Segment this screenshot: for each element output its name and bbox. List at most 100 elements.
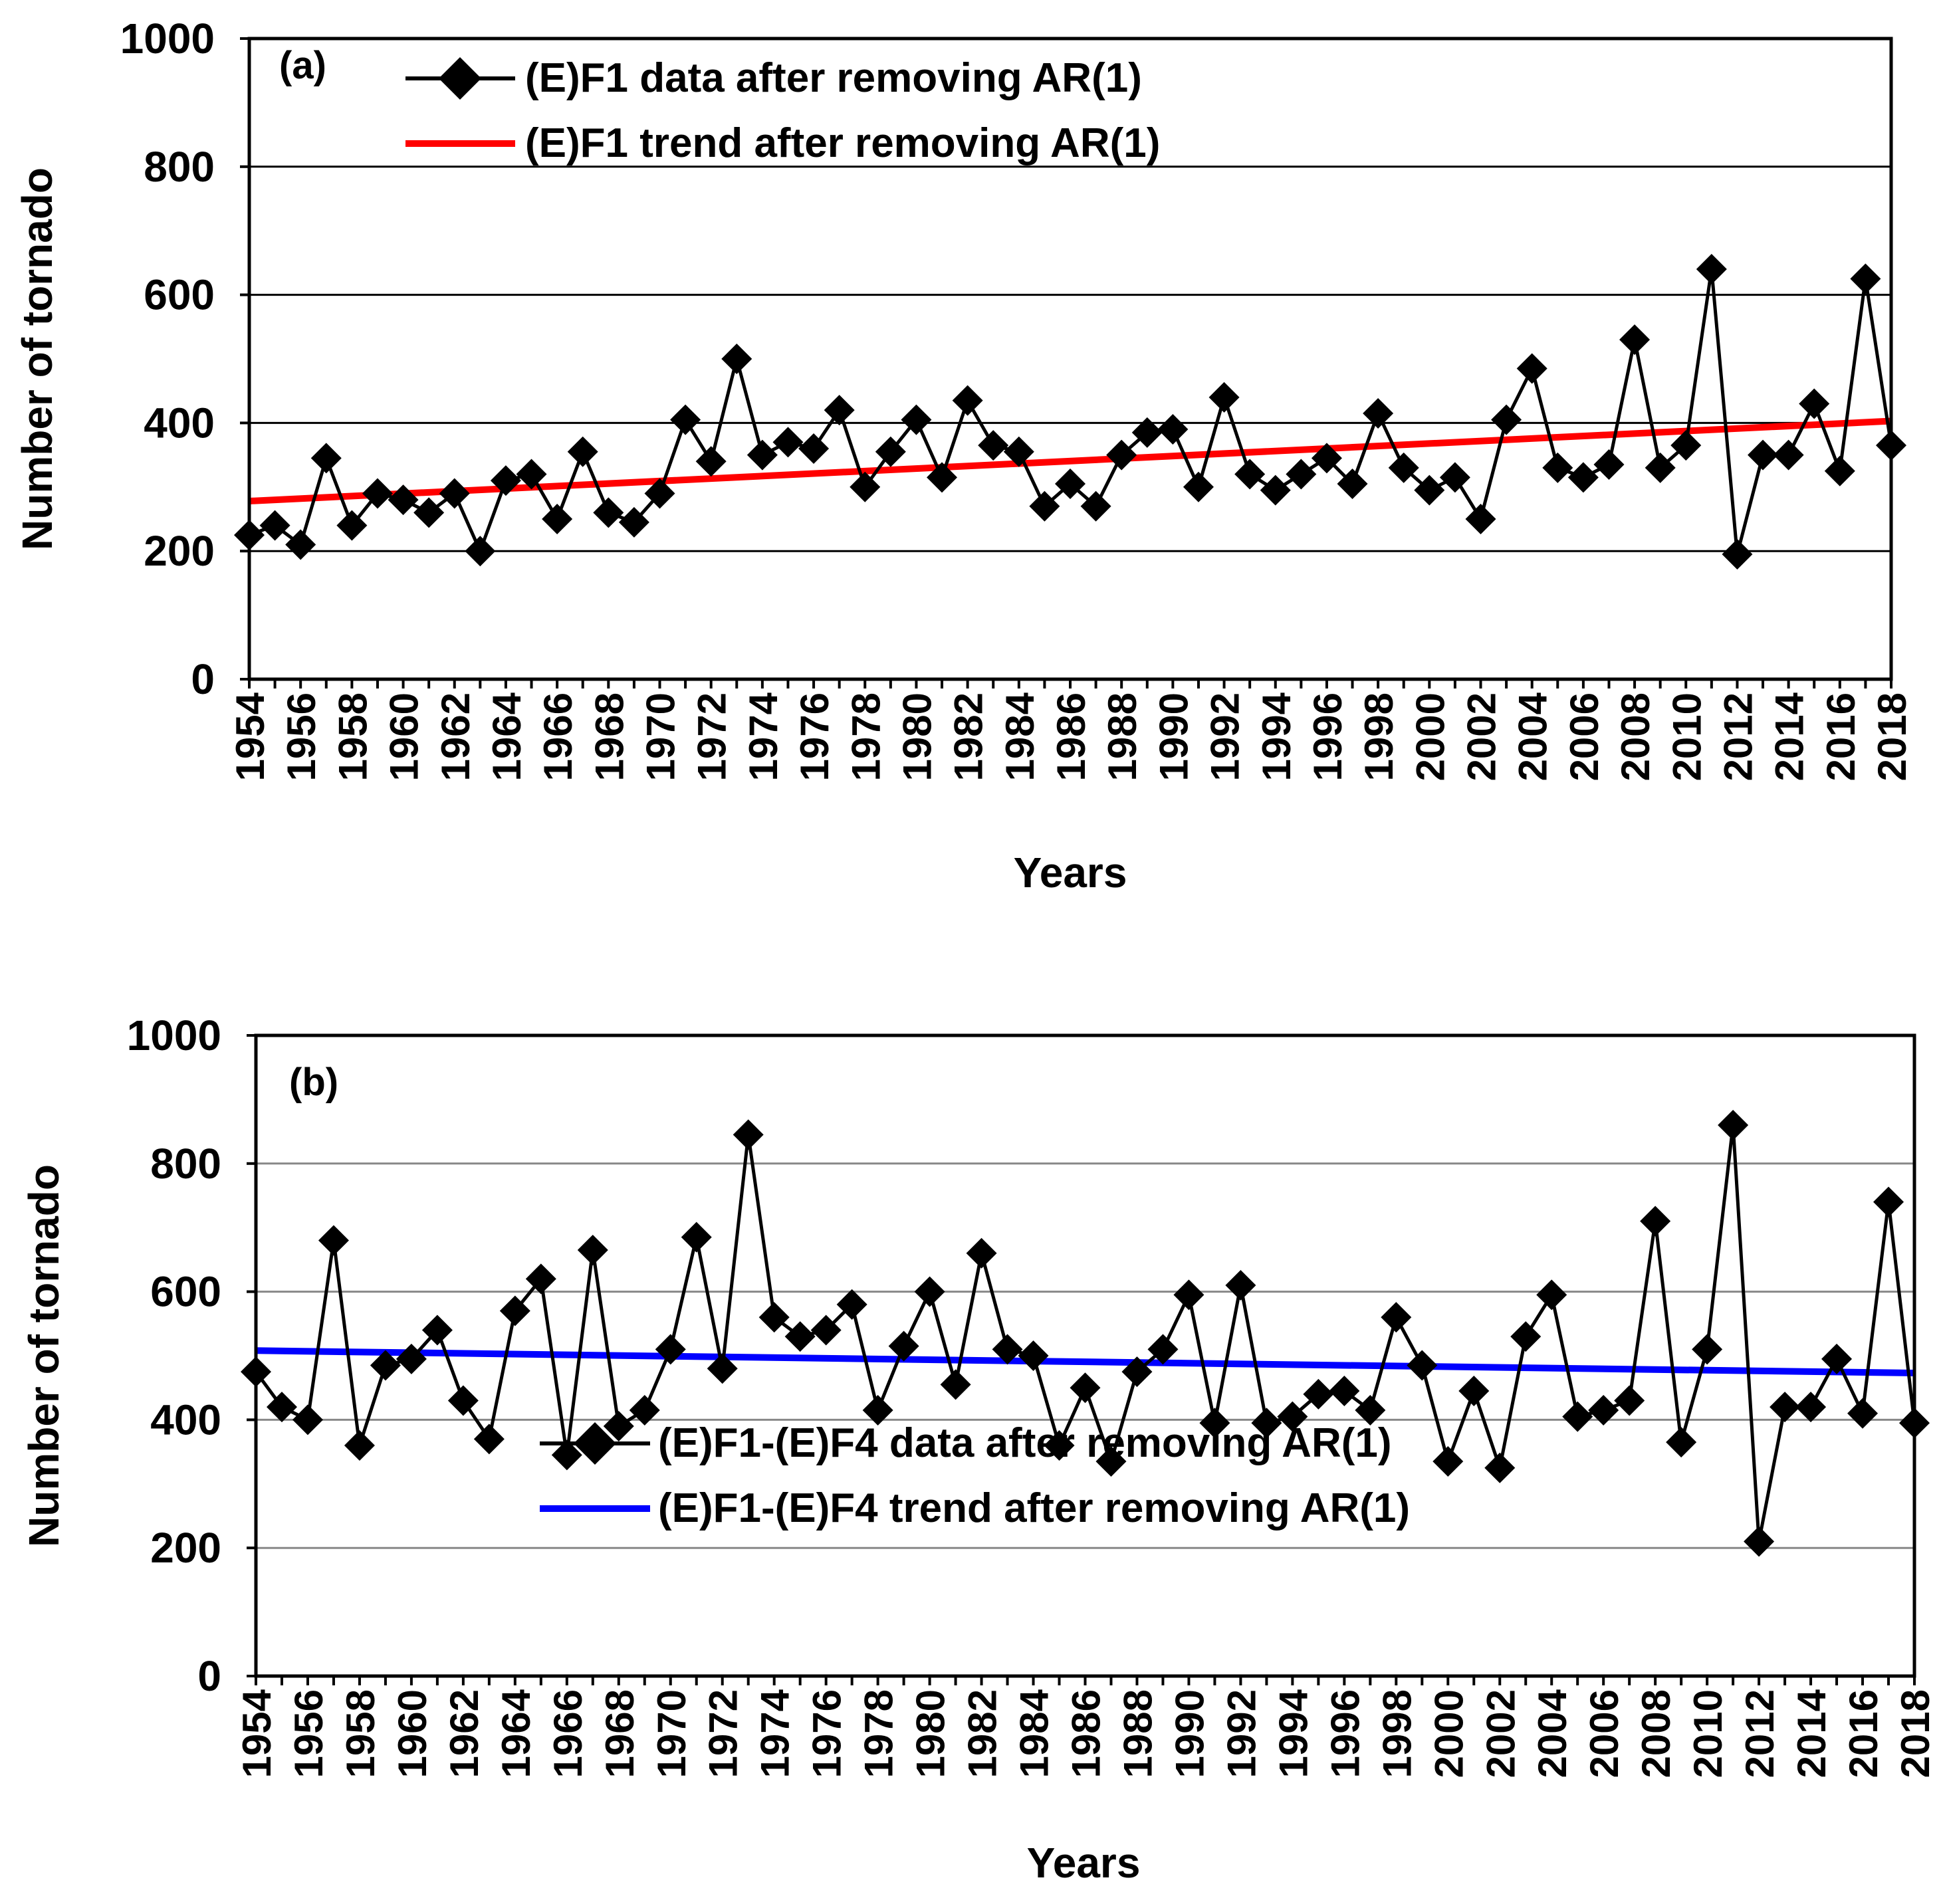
panel-b-y-tick-labels: 0 200 400 600 800 1000 bbox=[127, 1011, 221, 1700]
panel-a-data-point-1997 bbox=[1337, 468, 1368, 499]
panel-b-data-point-1969 bbox=[629, 1394, 660, 1426]
panel-b-data-point-1992 bbox=[1225, 1269, 1256, 1301]
panel-b-data-point-2009 bbox=[1666, 1427, 1697, 1458]
panel-a-data-point-2011 bbox=[1696, 254, 1727, 285]
panel-a-data-point-1988 bbox=[1106, 439, 1137, 471]
panel-a-x-tick-label-2008: 2008 bbox=[1613, 692, 1658, 781]
panel-a-y-tick-label-1000: 1000 bbox=[120, 15, 215, 62]
panel-b-data-point-1988 bbox=[1121, 1356, 1153, 1388]
panel-b-data-point-1983 bbox=[992, 1334, 1023, 1365]
panel-a-legend-data-marker bbox=[439, 57, 481, 100]
panel-b-x-tick-label-2002: 2002 bbox=[1478, 1689, 1523, 1778]
panel-a-data-point-2012 bbox=[1722, 539, 1753, 570]
panel-b-data-point-1973 bbox=[733, 1119, 764, 1150]
panel-b-legend: (E)F1-(E)F4 data after removing AR(1) (E… bbox=[540, 1420, 1410, 1531]
panel-b-data-point-1985 bbox=[1044, 1429, 1075, 1461]
panel-a-data-point-1990 bbox=[1157, 414, 1189, 445]
panel-a-data-point-2014 bbox=[1773, 439, 1804, 471]
panel-b-x-tick-label-1956: 1956 bbox=[286, 1689, 331, 1778]
panel-a-legend-data-label: (E)F1 data after removing AR(1) bbox=[525, 55, 1142, 101]
panel-b-gridlines bbox=[256, 1162, 1914, 1549]
panel-b-data-point-1955 bbox=[266, 1392, 297, 1423]
panel-a-data-point-1989 bbox=[1131, 417, 1163, 448]
panel-a-data-point-1969 bbox=[618, 506, 649, 538]
panel-a-data-point-1970 bbox=[644, 478, 675, 509]
panel-a-data-point-1986 bbox=[1055, 468, 1086, 499]
panel-a-data-point-1958 bbox=[336, 510, 368, 541]
panel-a-data-point-1981 bbox=[927, 462, 958, 493]
panel-b-data-point-2000 bbox=[1432, 1446, 1464, 1477]
panel-b-data-point-2017 bbox=[1873, 1186, 1904, 1217]
panel-b-legend-data-marker bbox=[574, 1422, 616, 1465]
panel-b-data-series bbox=[241, 1109, 1930, 1557]
panel-a-data-point-2017 bbox=[1850, 263, 1881, 294]
panel-b-x-tick-label-2018: 2018 bbox=[1893, 1689, 1938, 1778]
panel-b-data-point-1976 bbox=[810, 1315, 842, 1346]
panel-b-x-tick-label-1992: 1992 bbox=[1219, 1689, 1264, 1778]
panel-a-x-tick-label-1994: 1994 bbox=[1254, 692, 1299, 781]
panel-b-y-tick-label-200: 200 bbox=[150, 1524, 221, 1572]
panel-a-data-point-1957 bbox=[310, 443, 342, 474]
panel-a-data-point-2010 bbox=[1670, 430, 1702, 461]
panel-b-data-point-2003 bbox=[1510, 1321, 1542, 1352]
panel-a-data-point-2008 bbox=[1619, 324, 1651, 356]
panel-b-data-point-1974 bbox=[758, 1302, 790, 1333]
panel-a-data-point-1959 bbox=[362, 478, 393, 509]
panel-b-data-point-1991 bbox=[1199, 1408, 1230, 1439]
panel-a-data-point-1966 bbox=[542, 504, 573, 534]
panel-a-data-point-1963 bbox=[465, 536, 496, 567]
panel-a-x-tick-labels: 1954 1956 1958 1960 1962 1964 1966 1968 1970 1972… bbox=[228, 692, 1914, 781]
panel-a-x-tick-label-1976: 1976 bbox=[792, 692, 837, 781]
panel-b-x-tick-label-1960: 1960 bbox=[390, 1689, 435, 1778]
panel-b-frame bbox=[247, 1033, 1916, 1685]
panel-a-data-point-1982 bbox=[952, 385, 983, 416]
panel-a-data-point-1956 bbox=[285, 529, 316, 560]
panel-a-x-tick-label-1968: 1968 bbox=[587, 692, 631, 781]
panel-b-data-point-2016 bbox=[1847, 1398, 1879, 1429]
panel-a-y-tick-labels: 0 200 400 600 800 1000 bbox=[120, 15, 215, 703]
panel-b-x-tick-label-1972: 1972 bbox=[701, 1689, 746, 1778]
panel-b-data-point-2007 bbox=[1614, 1385, 1645, 1416]
panel-b-data-point-1998 bbox=[1381, 1302, 1412, 1333]
panel-b-x-tick-label-2000: 2000 bbox=[1427, 1689, 1471, 1778]
panel-b-x-tick-label-1988: 1988 bbox=[1115, 1689, 1160, 1778]
panel-b-data-point-1970 bbox=[655, 1334, 686, 1365]
panel-a-x-tick-label-1990: 1990 bbox=[1151, 692, 1196, 781]
panel-b-data-point-1993 bbox=[1251, 1408, 1282, 1439]
panel-a-data-point-1987 bbox=[1080, 490, 1111, 522]
panel-a-data-point-1980 bbox=[901, 404, 932, 435]
panel-b-y-tick-label-1000: 1000 bbox=[127, 1011, 221, 1059]
panel-b-data-point-1971 bbox=[681, 1221, 712, 1253]
panel-a-trend-line bbox=[249, 417, 1892, 505]
panel-a-x-tick-label-1956: 1956 bbox=[279, 692, 324, 781]
panel-a-data-point-1976 bbox=[798, 433, 830, 464]
panel-b-x-tick-label-1966: 1966 bbox=[546, 1689, 590, 1778]
panel-a-data-point-1975 bbox=[772, 427, 804, 458]
panel-b-data-point-2008 bbox=[1640, 1206, 1671, 1237]
panel-b-x-tick-label-1996: 1996 bbox=[1323, 1689, 1367, 1778]
panel-a-x-tick-label-1962: 1962 bbox=[433, 692, 478, 781]
panel-b-data-point-1982 bbox=[966, 1237, 997, 1269]
panel-b-data-point-1996 bbox=[1329, 1376, 1360, 1407]
panel-b-x-tick-label-1978: 1978 bbox=[857, 1689, 901, 1778]
panel-b-data-point-1990 bbox=[1173, 1279, 1204, 1311]
panel-a-data-point-2005 bbox=[1542, 452, 1573, 483]
panel-b-data-point-1961 bbox=[421, 1315, 453, 1346]
panel-a-data-point-2002 bbox=[1465, 504, 1496, 534]
panel-b-data-point-2004 bbox=[1536, 1279, 1567, 1311]
panel-b-data-point-2013 bbox=[1770, 1392, 1801, 1423]
panel-b-legend-data-label: (E)F1-(E)F4 data after removing AR(1) bbox=[658, 1420, 1392, 1466]
panel-b-legend-trend-label: (E)F1-(E)F4 trend after removing AR(1) bbox=[658, 1485, 1410, 1531]
panel-a-data-point-2001 bbox=[1439, 462, 1470, 493]
panel-b-data-point-1975 bbox=[784, 1321, 816, 1352]
panel-b-x-tick-label-2006: 2006 bbox=[1582, 1689, 1627, 1778]
panel-a-x-tick-label-2000: 2000 bbox=[1408, 692, 1452, 781]
panel-b-x-tick-label-1954: 1954 bbox=[235, 1689, 279, 1778]
panel-a-data-point-2003 bbox=[1491, 404, 1522, 435]
panel-a-data-point-1993 bbox=[1234, 459, 1266, 490]
panel-b-data-point-1989 bbox=[1147, 1334, 1179, 1365]
panel-b-x-tick-label-1970: 1970 bbox=[649, 1689, 694, 1778]
panel-b-data-point-1979 bbox=[888, 1330, 919, 1362]
